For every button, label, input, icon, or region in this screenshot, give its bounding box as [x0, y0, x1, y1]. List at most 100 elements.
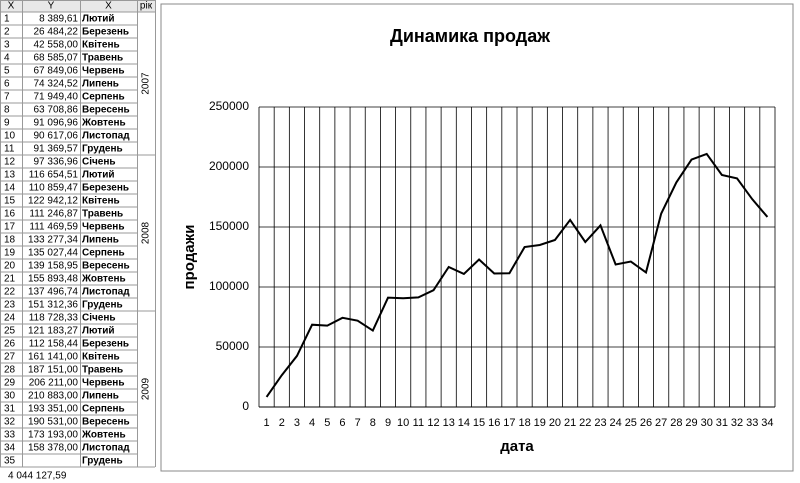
month-name: Травень — [82, 365, 123, 376]
row-index: 2 — [4, 27, 10, 38]
month-name: Травень — [82, 53, 123, 64]
sales-value: 111 469,59 — [29, 222, 78, 233]
month-name: Лютий — [82, 14, 115, 25]
month-name: Червень — [82, 378, 124, 389]
x-tick-label: 3 — [294, 417, 300, 429]
month-name: Січень — [82, 313, 116, 324]
month-name: Травень — [82, 209, 123, 220]
x-tick-label: 8 — [370, 417, 376, 429]
month-name: Липень — [82, 79, 119, 90]
sales-value: 121 183,27 — [28, 326, 78, 337]
row-index: 19 — [4, 248, 16, 259]
month-name: Грудень — [82, 300, 123, 311]
row-index: 30 — [4, 391, 16, 402]
row-index: 20 — [4, 261, 16, 272]
row-index: 17 — [4, 222, 16, 233]
year-label: 2007 — [141, 72, 152, 95]
row-index: 29 — [4, 378, 16, 389]
y-tick-label: 100000 — [209, 279, 249, 293]
sales-value: 112 158,44 — [29, 339, 79, 350]
sales-value: 151 312,36 — [28, 300, 78, 311]
sales-value: 97 336,96 — [34, 157, 79, 168]
x-tick-label: 31 — [716, 417, 728, 429]
row-index: 33 — [4, 430, 16, 441]
x-tick-label: 1 — [264, 417, 270, 429]
row-index: 6 — [4, 79, 10, 90]
row-index: 1 — [4, 14, 10, 25]
row-index: 35 — [4, 456, 16, 467]
sales-value: 158 378,00 — [28, 443, 78, 454]
month-name: Квітень — [82, 352, 120, 363]
x-tick-label: 24 — [610, 417, 622, 429]
month-name: Січень — [82, 157, 116, 168]
month-name: Жовтень — [81, 274, 126, 285]
sales-value: 137 496,74 — [28, 287, 78, 298]
sales-value: 110 859,47 — [29, 183, 79, 194]
total: 4 044 127,59 — [8, 471, 67, 482]
row-index: 34 — [4, 443, 16, 454]
sales-value: 91 096,96 — [34, 118, 79, 129]
x-tick-label: 23 — [594, 417, 606, 429]
y-tick-label: 200000 — [209, 159, 249, 173]
x-tick-label: 27 — [655, 417, 667, 429]
row-index: 31 — [4, 404, 16, 415]
x-tick-label: 26 — [640, 417, 652, 429]
month-name: Вересень — [82, 417, 130, 428]
row-index: 4 — [4, 53, 10, 64]
row-index: 25 — [4, 326, 16, 337]
x-tick-label: 16 — [488, 417, 500, 429]
chart-area[interactable] — [160, 3, 794, 472]
x-tick-label: 22 — [579, 417, 591, 429]
x-tick-label: 20 — [549, 417, 561, 429]
month-name: Квітень — [82, 196, 120, 207]
row-index: 3 — [4, 40, 10, 51]
x-tick-label: 12 — [427, 417, 439, 429]
y-axis-title: продажи — [181, 225, 198, 290]
sales-value: 63 708,86 — [34, 105, 79, 116]
x-tick-label: 34 — [761, 417, 773, 429]
row-index: 9 — [4, 118, 10, 129]
month-name: Жовтень — [81, 118, 126, 129]
month-name: Березень — [82, 183, 129, 194]
sales-value: 116 654,51 — [29, 170, 79, 181]
row-index: 14 — [4, 183, 16, 194]
month-name: Вересень — [82, 261, 130, 272]
sales-value: 8 389,61 — [39, 14, 78, 25]
month-name: Лютий — [82, 326, 115, 337]
sales-value: 91 369,57 — [34, 144, 79, 155]
row-index: 8 — [4, 105, 10, 116]
sales-value: 42 558,00 — [34, 40, 79, 51]
column-header: Y — [48, 1, 55, 12]
month-name: Грудень — [82, 144, 123, 155]
y-tick-label: 50000 — [216, 339, 250, 353]
sales-value: 68 585,07 — [34, 53, 79, 64]
row-index: 21 — [4, 274, 16, 285]
y-tick-label: 250000 — [209, 99, 249, 113]
sales-value: 71 949,40 — [34, 92, 79, 103]
x-tick-label: 29 — [685, 417, 697, 429]
x-axis-title: дата — [500, 438, 534, 455]
sales-value: 193 351,00 — [28, 404, 78, 415]
x-tick-label: 13 — [443, 417, 455, 429]
sales-value: 187 151,00 — [28, 365, 78, 376]
x-tick-label: 30 — [701, 417, 713, 429]
column-header: X — [8, 1, 15, 12]
row-index: 22 — [4, 287, 16, 298]
sales-value: 111 246,87 — [29, 209, 78, 220]
x-tick-label: 5 — [324, 417, 330, 429]
x-tick-label: 33 — [746, 417, 758, 429]
row-index: 32 — [4, 417, 16, 428]
header-row — [0, 0, 155, 12]
sales-value: 90 617,06 — [34, 131, 79, 142]
month-name: Листопад — [82, 131, 130, 142]
year-label: 2008 — [141, 221, 152, 244]
x-tick-label: 15 — [473, 417, 485, 429]
row-index: 12 — [4, 157, 16, 168]
month-name: Серпень — [82, 404, 125, 415]
x-tick-label: 2 — [279, 417, 285, 429]
x-tick-label: 28 — [670, 417, 682, 429]
row-index: 13 — [4, 170, 16, 181]
x-tick-label: 11 — [413, 417, 424, 429]
month-name: Квітень — [82, 40, 120, 51]
